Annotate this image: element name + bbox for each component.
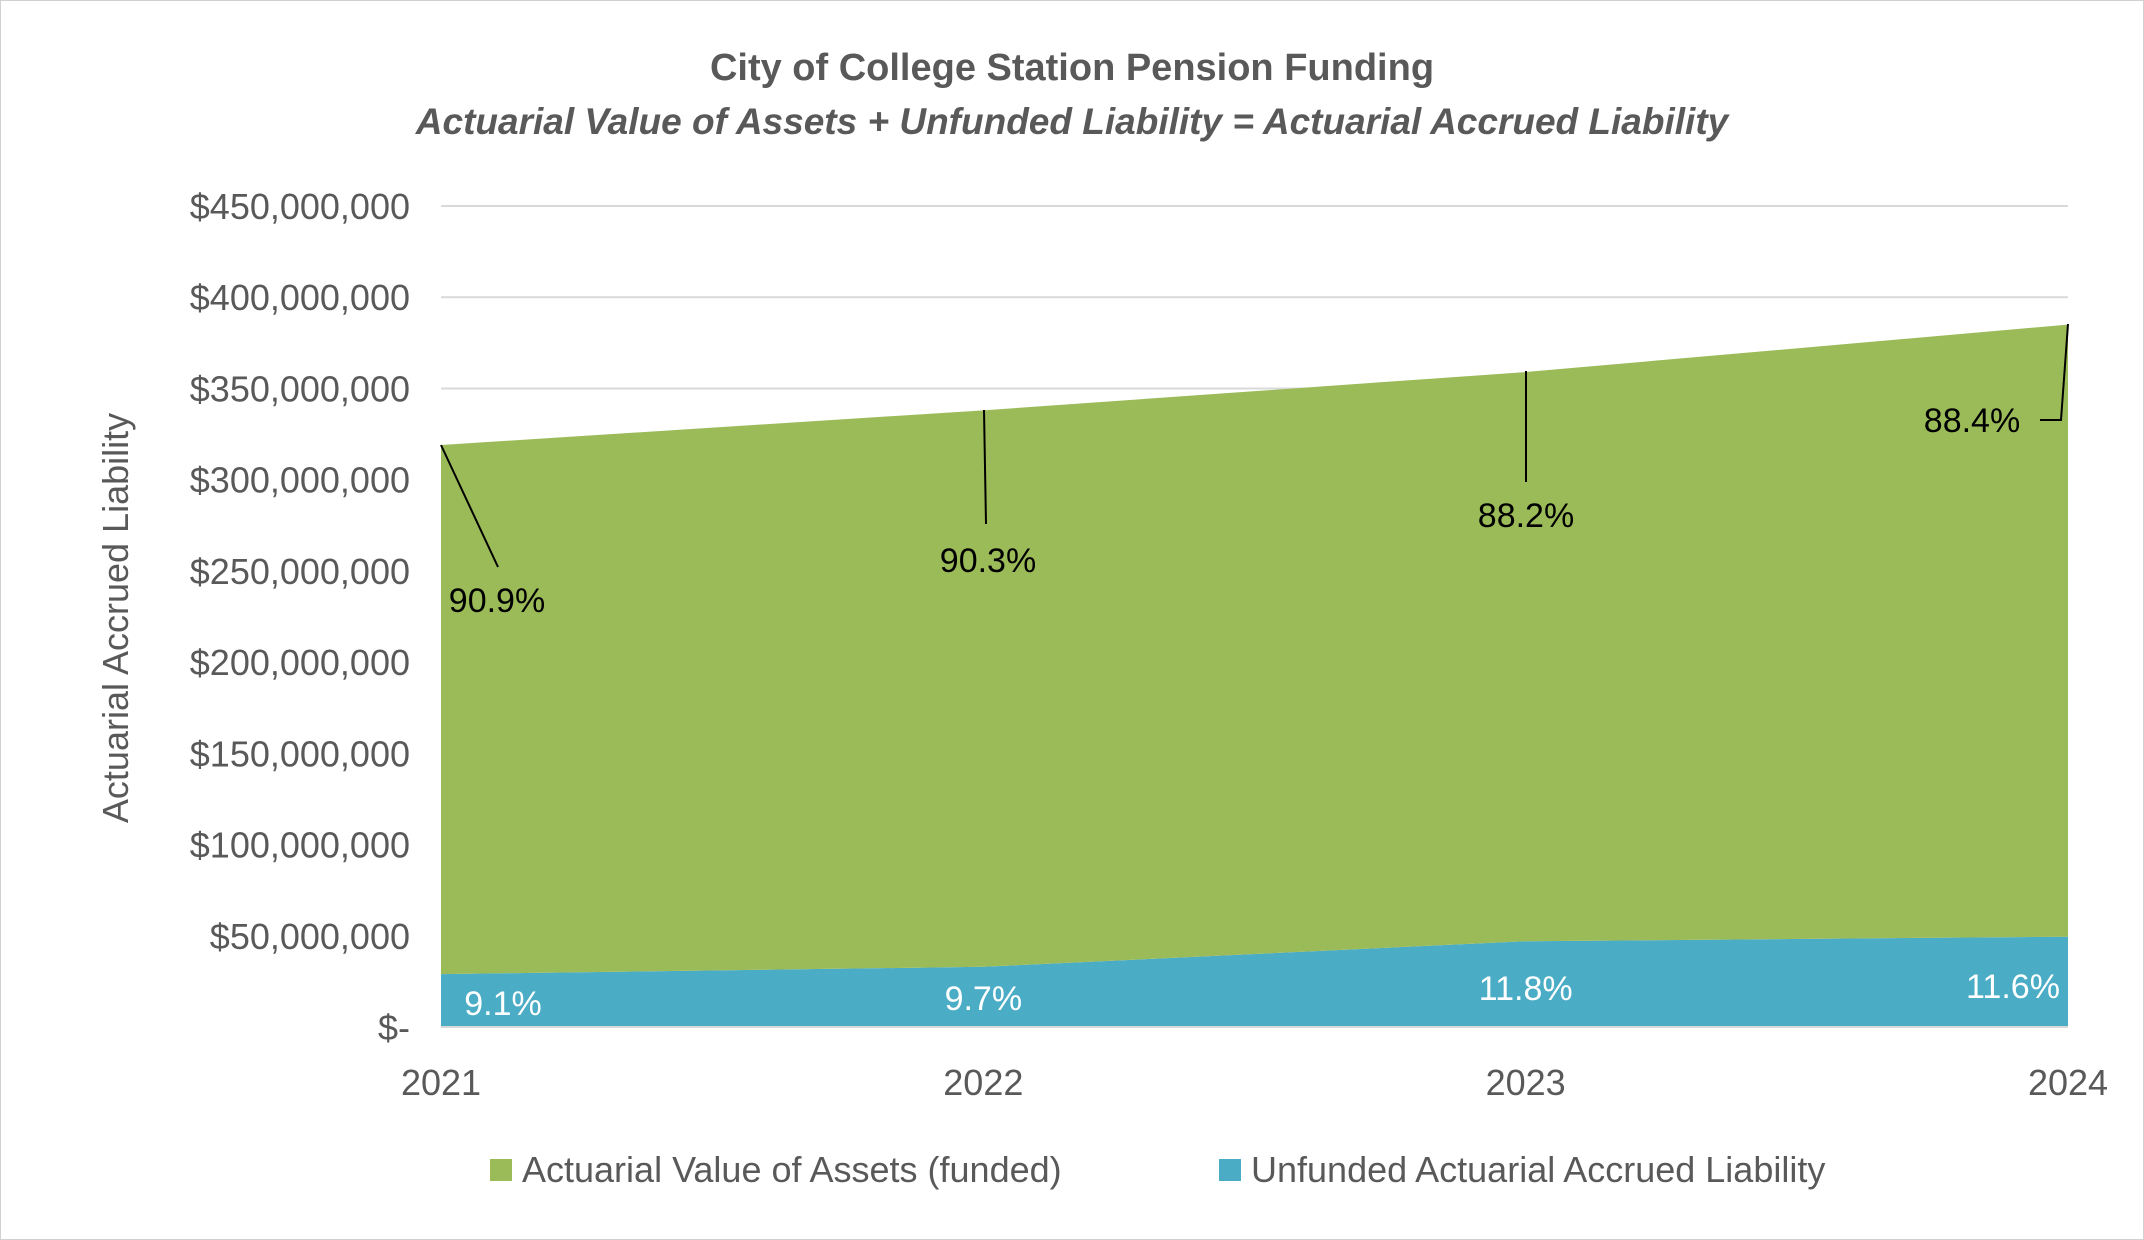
y-tick-label: $150,000,000 xyxy=(190,733,410,774)
x-tick-label: 2024 xyxy=(2028,1062,2108,1103)
data-label-leader-line xyxy=(983,409,987,525)
data-label-funded: 88.4% xyxy=(1924,402,2020,440)
plot-areas xyxy=(441,324,2068,1027)
data-label-unfunded: 9.1% xyxy=(464,985,542,1023)
data-label-unfunded: 11.6% xyxy=(1966,968,2060,1006)
data-label-leader-line xyxy=(2040,323,2069,421)
legend: Actuarial Value of Assets (funded) Unfund… xyxy=(490,1149,1825,1190)
y-tick-label: $50,000,000 xyxy=(210,916,410,957)
data-label-unfunded: 9.7% xyxy=(945,980,1023,1018)
data-label-funded: 88.2% xyxy=(1478,497,1574,535)
data-label-leader-line xyxy=(440,444,499,568)
legend-swatch xyxy=(1219,1159,1241,1181)
chart-subtitle: Actuarial Value of Assets + Unfunded Lia… xyxy=(415,101,1731,142)
y-tick-label: $400,000,000 xyxy=(190,277,410,318)
chart-title: City of College Station Pension Funding xyxy=(710,47,1434,89)
x-tick-label: 2023 xyxy=(1486,1062,1566,1103)
data-label-funded: 90.3% xyxy=(940,542,1036,580)
legend-label: Actuarial Value of Assets (funded) xyxy=(522,1149,1062,1190)
y-tick-label: $350,000,000 xyxy=(190,368,410,409)
y-tick-label: $450,000,000 xyxy=(190,186,410,227)
data-labels: 9.1% 9.7% 11.8% 11.6% 90.9% 90.3% 88.2% 88.4% xyxy=(440,323,2069,1023)
axes: $450,000,000 $400,000,000 $350,000,000 $300… xyxy=(190,186,2108,1103)
data-label-unfunded: 11.8% xyxy=(1479,970,1573,1008)
legend-label: Unfunded Actuarial Accrued Liability xyxy=(1251,1149,1825,1190)
y-tick-label: $100,000,000 xyxy=(190,825,410,866)
series-area-actuarial-value-of-assets xyxy=(441,324,2068,975)
y-tick-label: $300,000,000 xyxy=(190,460,410,501)
y-axis-title: Actuarial Accrued Liability xyxy=(95,413,136,823)
x-tick-label: 2021 xyxy=(401,1062,481,1103)
y-tick-label: $200,000,000 xyxy=(190,642,410,683)
x-tick-label: 2022 xyxy=(943,1062,1023,1103)
legend-swatch xyxy=(490,1159,512,1181)
y-tick-label: $250,000,000 xyxy=(190,551,410,592)
y-tick-label: $- xyxy=(378,1007,410,1048)
series-area-unfunded-liability xyxy=(441,936,2068,1027)
data-label-funded: 90.9% xyxy=(449,582,545,620)
